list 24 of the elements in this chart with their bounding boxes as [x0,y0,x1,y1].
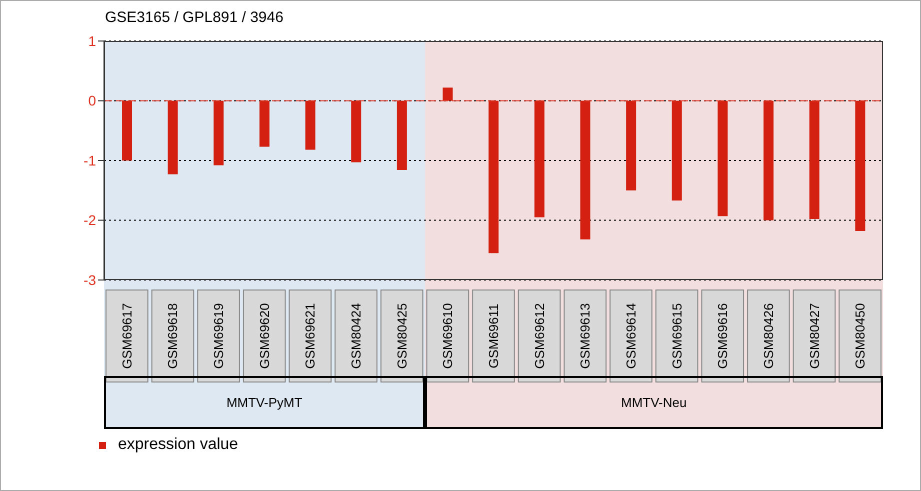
x-tick-label: GSM69621 [302,303,318,369]
y-tick-label: 0 [88,92,96,109]
y-tick-label: -2 [84,212,96,228]
y-tick-label: -1 [84,152,96,168]
chart-title: GSE3165 / GPL891 / 3946 [105,9,284,26]
x-tick-label: GSM69611 [486,304,501,368]
x-tick-label: GSM69614 [623,303,638,369]
x-tick-label: GSM80425 [394,303,410,369]
x-tick-label: GSM69617 [119,303,134,369]
legend-label: expression value [118,436,238,454]
y-tick-label: 1 [88,32,96,49]
x-tick-label: GSM80427 [806,303,822,369]
x-tick-label: GSM69616 [715,303,730,369]
x-tick-label: GSM69613 [578,303,593,369]
x-tick-label: GSM80450 [852,303,868,369]
x-tick-label: GSM69620 [256,303,272,369]
y-tick-label: -3 [84,272,96,288]
x-tick-label: GSM80426 [760,303,776,369]
x-tick-label: GSM80424 [348,303,364,369]
x-tick-label: GSM69619 [211,303,226,369]
x-tick-label: GSM69610 [440,303,456,369]
x-tick-label: GSM69612 [532,303,547,369]
x-tick-label: GSM69615 [669,303,684,369]
x-tick-label: GSM69618 [165,303,180,369]
